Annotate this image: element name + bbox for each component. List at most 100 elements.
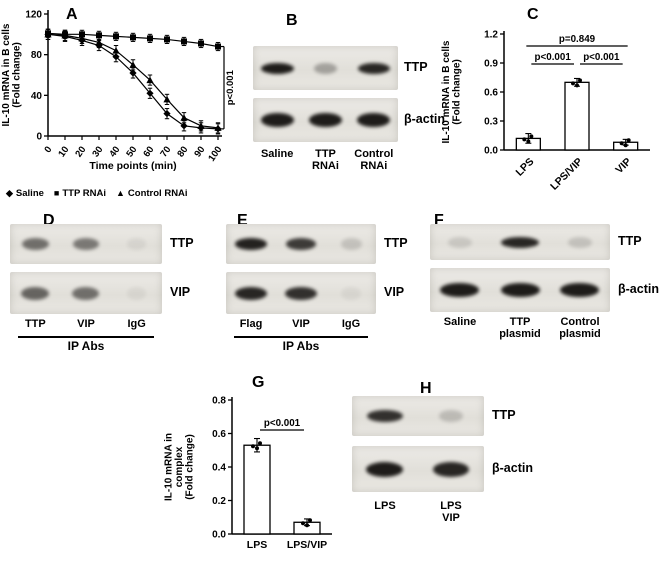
lane-label: TTP [24, 318, 46, 330]
blot-strip [352, 446, 484, 492]
lane-labels: Saline TTP RNAi Control RNAi [253, 148, 398, 173]
panel-e: E TTP VIP Flag VIP IgG IP Abs [224, 212, 424, 364]
data-point [571, 81, 575, 86]
x-tick-label: LPS/VIP [548, 156, 585, 193]
square-marker [147, 35, 153, 42]
p-value-annotation: p<0.001 [225, 69, 236, 105]
protein-band [439, 410, 463, 422]
protein-band [440, 283, 480, 297]
ip-abs-line [18, 336, 154, 338]
triangle-marker [197, 122, 205, 129]
blot-row-label: TTP [492, 408, 516, 422]
legend-marker-square: ■ [53, 188, 60, 198]
x-tick-label: 70 [158, 144, 173, 159]
x-tick-label: 10 [56, 144, 71, 159]
panel-letter-c: C [527, 6, 539, 23]
x-tick-label: 20 [73, 144, 88, 159]
protein-band [500, 283, 540, 297]
protein-band [366, 461, 404, 477]
data-point [258, 441, 262, 446]
protein-band [260, 62, 294, 74]
protein-band [367, 410, 403, 422]
blot-strip [10, 272, 162, 314]
blot-row-label: VIP [384, 285, 405, 299]
series-line [47, 33, 219, 130]
x-axis-label: Time points (min) [89, 160, 176, 172]
y-tick-label: 40 [31, 91, 43, 102]
diamond-marker [180, 122, 188, 130]
lane-labels: Saline TTP plasmid Control plasmid [430, 316, 610, 341]
legend-a: ◆ Saline ■ TTP RNAi ▲ Control RNAi [6, 188, 250, 199]
y-tick-label: 0 [36, 132, 42, 143]
data-point [255, 446, 259, 451]
y-tick-label: 0.0 [484, 146, 498, 157]
lane-label: VIP [292, 318, 310, 330]
lane-label: IgG [341, 318, 361, 330]
x-tick-label: LPS [247, 539, 267, 551]
protein-band [357, 62, 391, 74]
protein-band [126, 238, 147, 250]
blot-row-label: VIP [170, 285, 191, 299]
triangle-marker [112, 47, 120, 54]
y-tick-label: 0.9 [484, 59, 498, 70]
data-point [522, 137, 527, 142]
protein-band [340, 238, 362, 250]
protein-band [72, 238, 100, 250]
square-marker [181, 38, 187, 45]
panel-letter-a: A [66, 6, 78, 23]
panel-b: B TTP β-actin Saline TTP RNAi Control RNAi [252, 10, 445, 180]
legend-label: Saline [15, 188, 44, 199]
triangle-marker [146, 76, 154, 84]
panel-a: 0 40 80 120 0 10 20 30 40 50 60 70 80 90 100 Time point… [1, 2, 252, 210]
legend-item: ▲ Control RNAi [116, 188, 188, 199]
panel-c-bar-chart: 0.0 0.3 0.6 0.9 1.2 LPS LPS/VIP VIP p<0.001 p<0.0… [441, 30, 650, 193]
data-point [305, 523, 309, 528]
legend-item: ■ TTP RNAi [54, 188, 106, 199]
panel-f: F TTP β-actin Saline TTP plasmid Control pla… [428, 212, 661, 364]
lane-label: Control RNAi [354, 148, 394, 173]
lane-label: Flag [239, 318, 263, 330]
data-point [308, 518, 312, 523]
square-marker [198, 40, 204, 47]
bar [564, 81, 590, 151]
protein-band [432, 461, 470, 477]
p-value-annotation: p<0.001 [264, 418, 301, 429]
blot-row-label: TTP [618, 234, 642, 248]
series-line [47, 33, 219, 129]
lane-label: LPS [374, 500, 396, 512]
panel-letter-d: D [43, 212, 55, 229]
blot-strip [226, 224, 376, 264]
y-tick-label: 0.4 [212, 463, 226, 474]
blot-row-label: TTP [384, 236, 408, 250]
x-tick-label: 60 [141, 144, 156, 159]
square-marker [96, 32, 102, 39]
x-tick-label: 30 [90, 144, 105, 159]
protein-band [21, 238, 49, 250]
triangle-marker [180, 114, 188, 121]
protein-band [126, 286, 147, 300]
blot-strip [253, 98, 398, 142]
panel-h: H TTP β-actin LPS LPS VIP [348, 380, 533, 550]
triangle-marker [44, 30, 52, 38]
x-tick-label: LPS/VIP [287, 539, 327, 551]
protein-band [308, 113, 343, 127]
protein-band [447, 236, 473, 248]
y-tick-label: 120 [25, 10, 42, 21]
triangle-marker [61, 31, 69, 39]
blot-row-label: β-actin [618, 282, 659, 296]
y-tick-label: 0.6 [484, 88, 498, 99]
diamond-marker [112, 53, 120, 61]
legend-marker-triangle: ▲ [116, 188, 125, 198]
x-tick-label: 0 [42, 144, 54, 155]
triangle-marker [214, 124, 222, 131]
diamond-marker [146, 89, 154, 97]
protein-band [72, 286, 100, 300]
ip-abs-label: IP Abs [282, 339, 320, 353]
x-tick-label: 90 [192, 144, 207, 159]
blot-strip [352, 396, 484, 436]
data-point [626, 138, 631, 143]
square-marker [164, 36, 170, 43]
x-tick-label: VIP [613, 156, 633, 176]
